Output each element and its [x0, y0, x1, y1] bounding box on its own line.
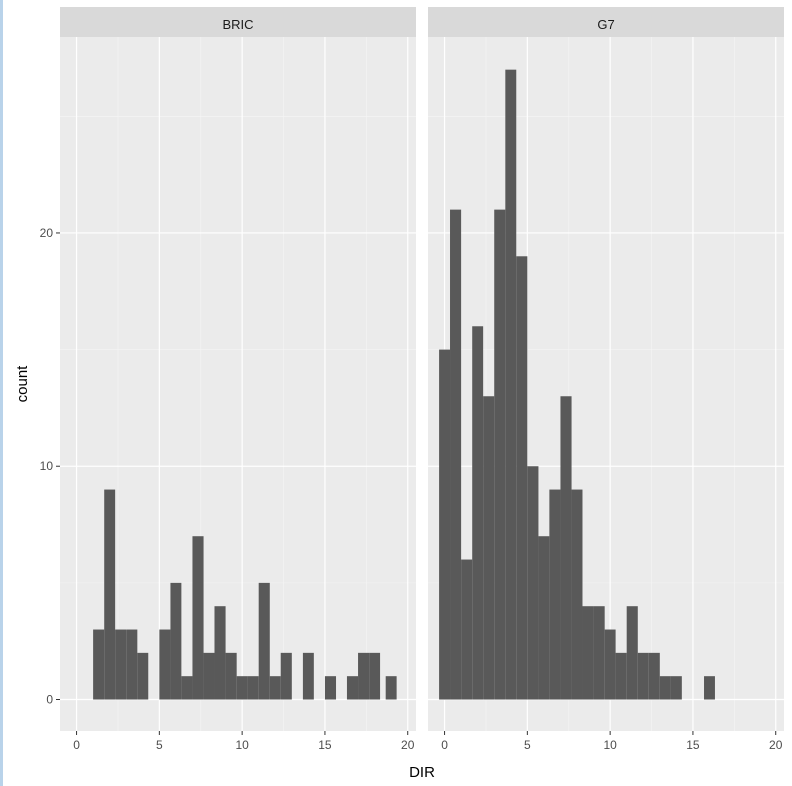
y-tick-label-0: 0 — [46, 693, 53, 707]
histogram-bar-g7-4 — [483, 396, 495, 700]
panels-layer: BRIC G7 — [60, 7, 784, 731]
facet-strip-label-bric: BRIC — [222, 17, 253, 32]
histogram-bar-g7-21 — [670, 676, 682, 700]
histogram-bar-bric-4 — [137, 652, 149, 700]
histogram-bar-g7-15 — [604, 629, 616, 700]
x-tick-label-g7-20: 20 — [769, 738, 783, 752]
histogram-bar-bric-1 — [104, 489, 116, 700]
histogram-bar-g7-1 — [450, 209, 462, 700]
histogram-bar-g7-11 — [560, 396, 572, 700]
histogram-bar-g7-14 — [593, 606, 605, 700]
histogram-bar-g7-16 — [615, 652, 627, 700]
histogram-bar-g7-12 — [571, 489, 583, 700]
histogram-bar-bric-7 — [181, 676, 193, 700]
histogram-bar-bric-2 — [115, 629, 127, 700]
histogram-bar-g7-10 — [549, 489, 561, 700]
facet-strip-bric — [60, 7, 416, 37]
facet-strip-label-g7: G7 — [597, 17, 614, 32]
panel-background-bric — [60, 37, 416, 731]
histogram-bar-bric-0 — [93, 629, 105, 700]
facet-panel-g7: G7 — [428, 7, 784, 731]
facet-strip-g7 — [428, 7, 784, 37]
histogram-bar-bric-12 — [236, 676, 248, 700]
x-axis-title: DIR — [409, 764, 435, 781]
y-axis-title: count — [14, 365, 31, 403]
histogram-bar-g7-5 — [494, 209, 506, 700]
histogram-bar-bric-20 — [358, 652, 370, 700]
histogram-bar-bric-10 — [214, 606, 226, 700]
histogram-bar-g7-7 — [516, 256, 528, 700]
histogram-bar-g7-18 — [637, 652, 649, 700]
y-tick-label-20: 20 — [40, 226, 54, 240]
histogram-bar-bric-5 — [159, 629, 171, 700]
facet-panel-bric: BRIC — [60, 7, 416, 731]
histogram-bar-g7-2 — [461, 559, 473, 700]
axes-layer: 0 5 10 15 20 0 5 10 15 20 0 10 20 — [40, 226, 783, 752]
histogram-bar-bric-17 — [302, 652, 314, 700]
x-tick-label-bric-0: 0 — [73, 738, 80, 752]
y-tick-label-10: 10 — [40, 459, 54, 473]
histogram-bar-bric-19 — [346, 676, 359, 700]
histogram-bar-g7-19 — [648, 652, 660, 700]
histogram-bar-bric-13 — [247, 676, 259, 700]
histogram-bar-g7-13 — [582, 606, 594, 700]
histogram-bar-g7-6 — [505, 69, 517, 700]
histogram-bar-bric-14 — [258, 582, 270, 700]
histogram-bar-bric-15 — [269, 676, 281, 700]
histogram-bar-bric-9 — [203, 652, 215, 700]
histogram-bar-bric-11 — [225, 652, 237, 700]
x-tick-label-bric-10: 10 — [235, 738, 249, 752]
histogram-bar-bric-16 — [280, 652, 292, 700]
x-tick-label-g7-0: 0 — [441, 738, 448, 752]
histogram-bar-g7-22 — [704, 676, 715, 700]
histogram-bar-g7-9 — [538, 536, 550, 700]
histogram-bar-bric-6 — [170, 582, 182, 700]
histogram-bar-bric-18 — [324, 676, 337, 700]
x-tick-label-bric-20: 20 — [401, 738, 415, 752]
x-tick-label-g7-10: 10 — [603, 738, 617, 752]
x-tick-label-bric-15: 15 — [318, 738, 332, 752]
histogram-bar-g7-20 — [659, 676, 671, 700]
histogram-bar-bric-8 — [192, 536, 204, 700]
x-tick-label-g7-5: 5 — [524, 738, 531, 752]
histogram-bar-g7-0 — [439, 349, 451, 700]
histogram-bar-g7-17 — [626, 606, 638, 700]
x-tick-label-bric-5: 5 — [156, 738, 163, 752]
histogram-bar-bric-21 — [369, 652, 381, 700]
histogram-bar-bric-3 — [126, 629, 138, 700]
histogram-bar-bric-22 — [385, 676, 397, 700]
histogram-bar-g7-3 — [472, 326, 484, 700]
x-tick-label-g7-15: 15 — [686, 738, 700, 752]
histogram-bar-g7-8 — [527, 466, 539, 700]
window-edge — [0, 0, 3, 786]
